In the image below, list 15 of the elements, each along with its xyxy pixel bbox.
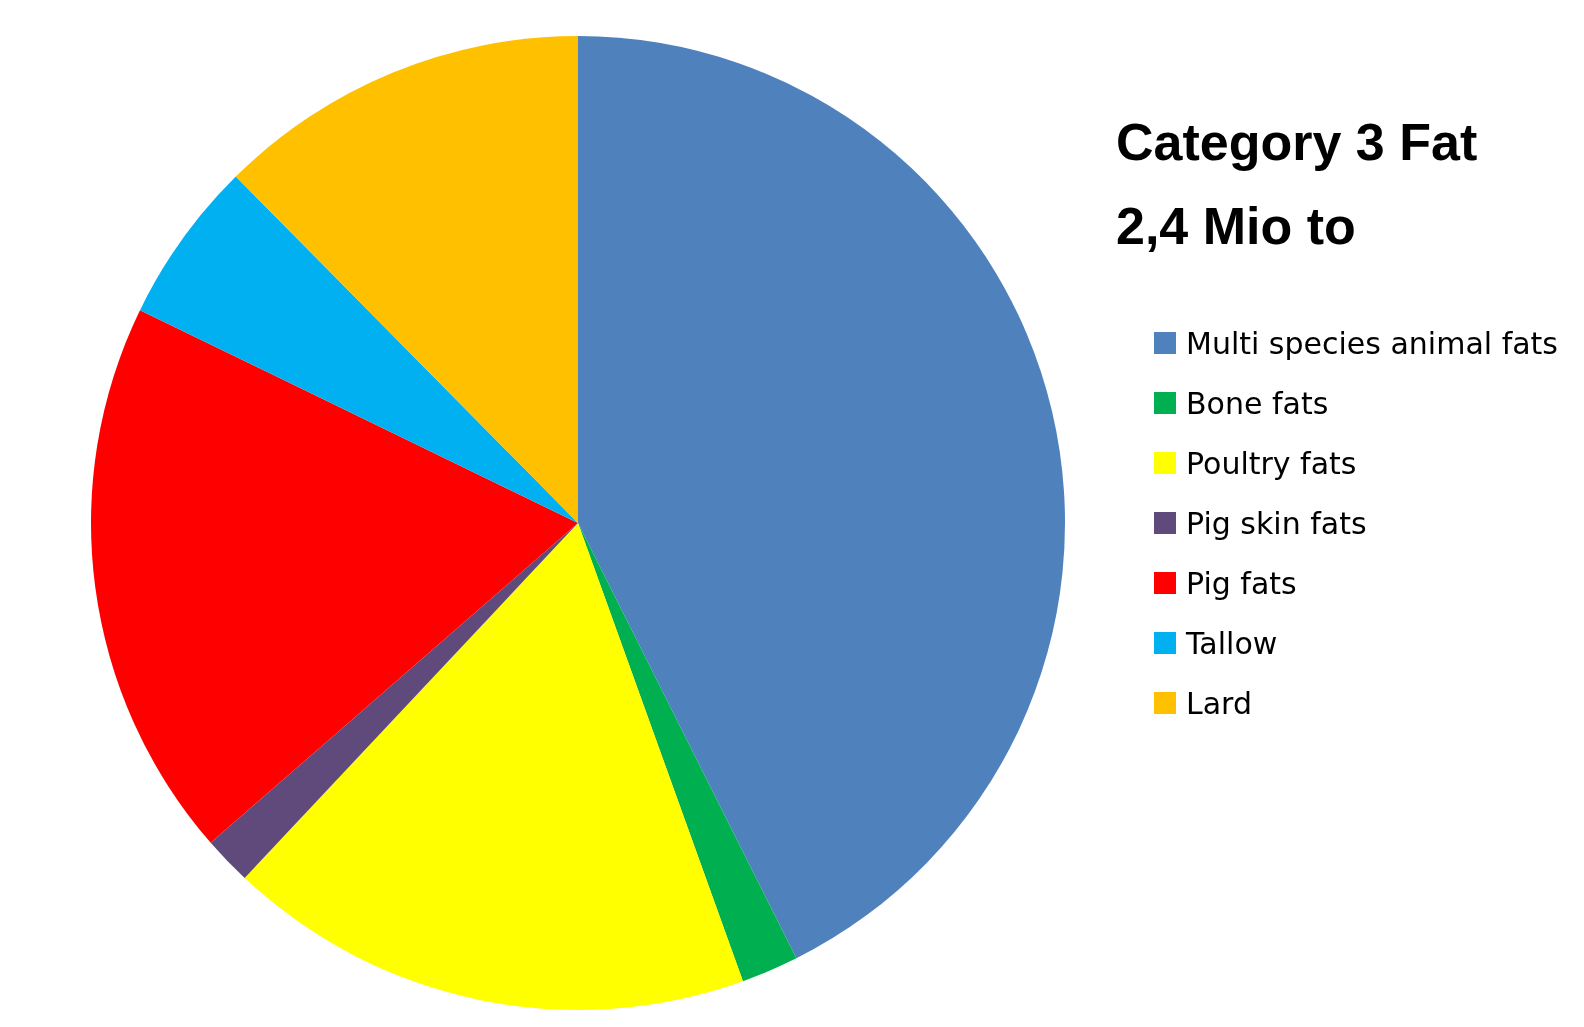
legend-label: Bone fats bbox=[1186, 386, 1329, 421]
legend-label: Tallow bbox=[1185, 626, 1278, 661]
pie-slice bbox=[139, 176, 578, 523]
legend-label: Lard bbox=[1186, 686, 1252, 721]
legend-label: Poultry fats bbox=[1186, 446, 1357, 481]
pie-slice bbox=[235, 36, 578, 523]
legend-label: Multi species animal fats bbox=[1186, 326, 1558, 361]
pie-slice bbox=[244, 523, 743, 1010]
pie-slice bbox=[578, 36, 1065, 959]
text: Category 3 Fat 2,4 Mio to bbox=[1116, 113, 1478, 255]
pie-slice bbox=[578, 523, 797, 982]
legend-label: Pig fats bbox=[1186, 566, 1297, 601]
pie-slice bbox=[91, 310, 578, 843]
pie-slice bbox=[210, 523, 578, 879]
legend-label: Pig skin fats bbox=[1186, 506, 1367, 541]
